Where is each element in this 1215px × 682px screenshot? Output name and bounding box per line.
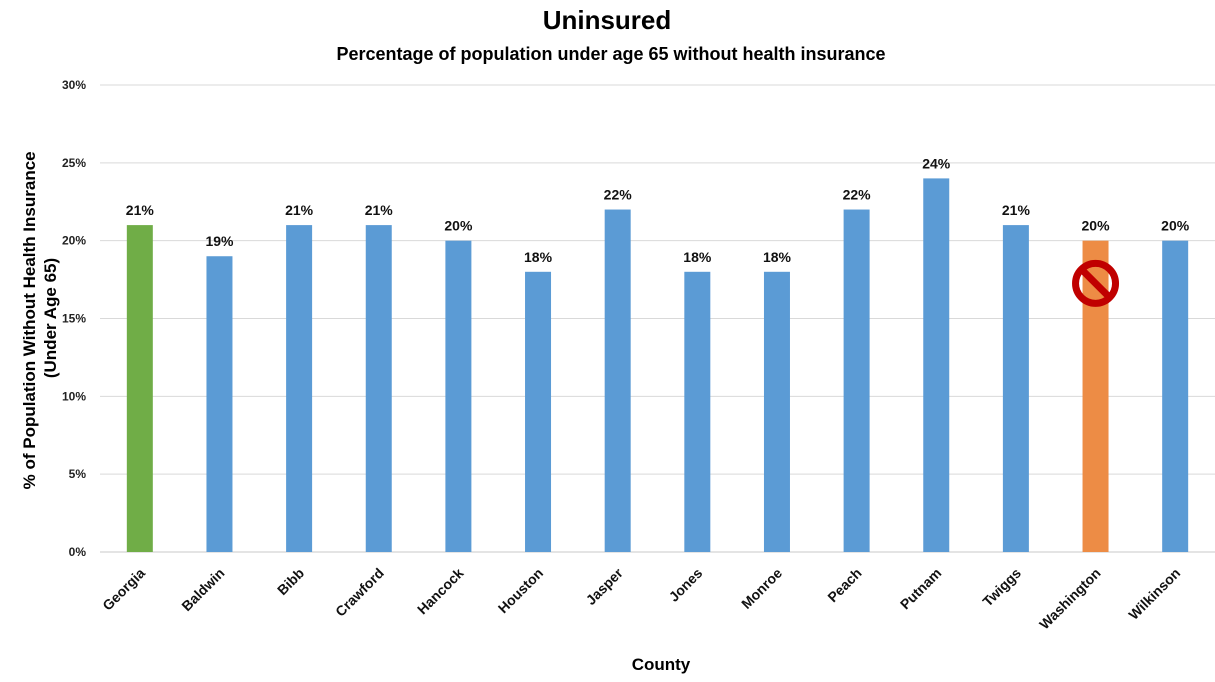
data-label-washington: 20% xyxy=(1082,218,1111,234)
x-tick-label-jones: Jones xyxy=(666,565,706,605)
bar-hancock xyxy=(445,240,472,552)
bar-jasper xyxy=(604,209,631,553)
data-label-monroe: 18% xyxy=(763,249,792,265)
y-axis-title-line-1: % of Population Without Health Insurance xyxy=(20,151,39,489)
x-axis-title: County xyxy=(632,655,691,674)
data-label-jasper: 22% xyxy=(604,187,633,203)
x-tick-label-peach: Peach xyxy=(824,565,864,605)
x-tick-label-georgia: Georgia xyxy=(99,565,148,614)
x-tick-label-washington: Washington xyxy=(1036,565,1104,633)
bar-peach xyxy=(843,209,870,553)
x-tick-label-crawford: Crawford xyxy=(332,565,387,620)
x-tick-label-houston: Houston xyxy=(495,565,546,616)
data-label-georgia: 21% xyxy=(126,202,155,218)
bar-houston xyxy=(525,271,552,552)
y-tick-label: 15% xyxy=(62,312,86,326)
y-axis-title-line-2: (Under Age 65) xyxy=(41,258,60,378)
data-label-hancock: 20% xyxy=(444,218,473,234)
data-label-wilkinson: 20% xyxy=(1161,218,1190,234)
x-tick-label-bibb: Bibb xyxy=(274,565,307,598)
bars xyxy=(126,178,1189,553)
bar-jones xyxy=(684,271,711,552)
data-label-peach: 22% xyxy=(843,187,872,203)
prohibited-slash xyxy=(1078,266,1113,300)
data-label-houston: 18% xyxy=(524,249,553,265)
y-tick-label: 30% xyxy=(62,78,86,92)
bar-crawford xyxy=(365,225,392,552)
y-tick-label: 0% xyxy=(69,545,87,559)
data-label-putnam: 24% xyxy=(922,155,951,171)
x-axis-tick-labels: Georgia Baldwin Bibb Crawford Hancock Houston… xyxy=(99,564,1183,632)
bar-wilkinson xyxy=(1162,240,1189,552)
bar-bibb xyxy=(286,225,313,552)
annotations xyxy=(1072,259,1120,307)
x-tick-label-monroe: Monroe xyxy=(738,565,785,612)
y-tick-label: 20% xyxy=(62,234,86,248)
gridlines xyxy=(100,84,1215,553)
data-label-bibb: 21% xyxy=(285,202,314,218)
chart-subtitle: Percentage of population under age 65 wi… xyxy=(336,44,885,64)
x-tick-label-jasper: Jasper xyxy=(583,564,627,608)
x-tick-label-wilkinson: Wilkinson xyxy=(1125,565,1183,623)
data-label-crawford: 21% xyxy=(365,202,394,218)
prohibited-icon xyxy=(1072,259,1120,307)
x-tick-label-hancock: Hancock xyxy=(414,565,467,618)
data-label-jones: 18% xyxy=(683,249,712,265)
y-tick-label: 10% xyxy=(62,389,86,403)
bar-monroe xyxy=(763,271,790,552)
y-tick-label: 25% xyxy=(62,156,86,170)
x-tick-label-putnam: Putnam xyxy=(897,565,945,613)
data-labels: 21% 19% 21% 21% 20% 18% 22% 18% 18% 22% 24% 21% 20% 2… xyxy=(126,155,1190,264)
data-label-twiggs: 21% xyxy=(1002,202,1031,218)
x-tick-label-baldwin: Baldwin xyxy=(178,565,227,614)
data-label-baldwin: 19% xyxy=(205,233,234,249)
bar-baldwin xyxy=(206,256,233,552)
bar-putnam xyxy=(923,178,950,552)
y-axis-tick-labels: 0% 5% 10% 15% 20% 25% 30% xyxy=(62,78,86,559)
y-axis-title: % of Population Without Health Insurance… xyxy=(20,147,60,490)
prohibited-ring xyxy=(1072,259,1120,307)
bar-twiggs xyxy=(1002,225,1029,552)
chart-title: Uninsured xyxy=(543,5,672,35)
y-tick-label: 5% xyxy=(69,467,87,481)
x-tick-label-twiggs: Twiggs xyxy=(979,565,1024,610)
bar-georgia xyxy=(126,225,153,552)
